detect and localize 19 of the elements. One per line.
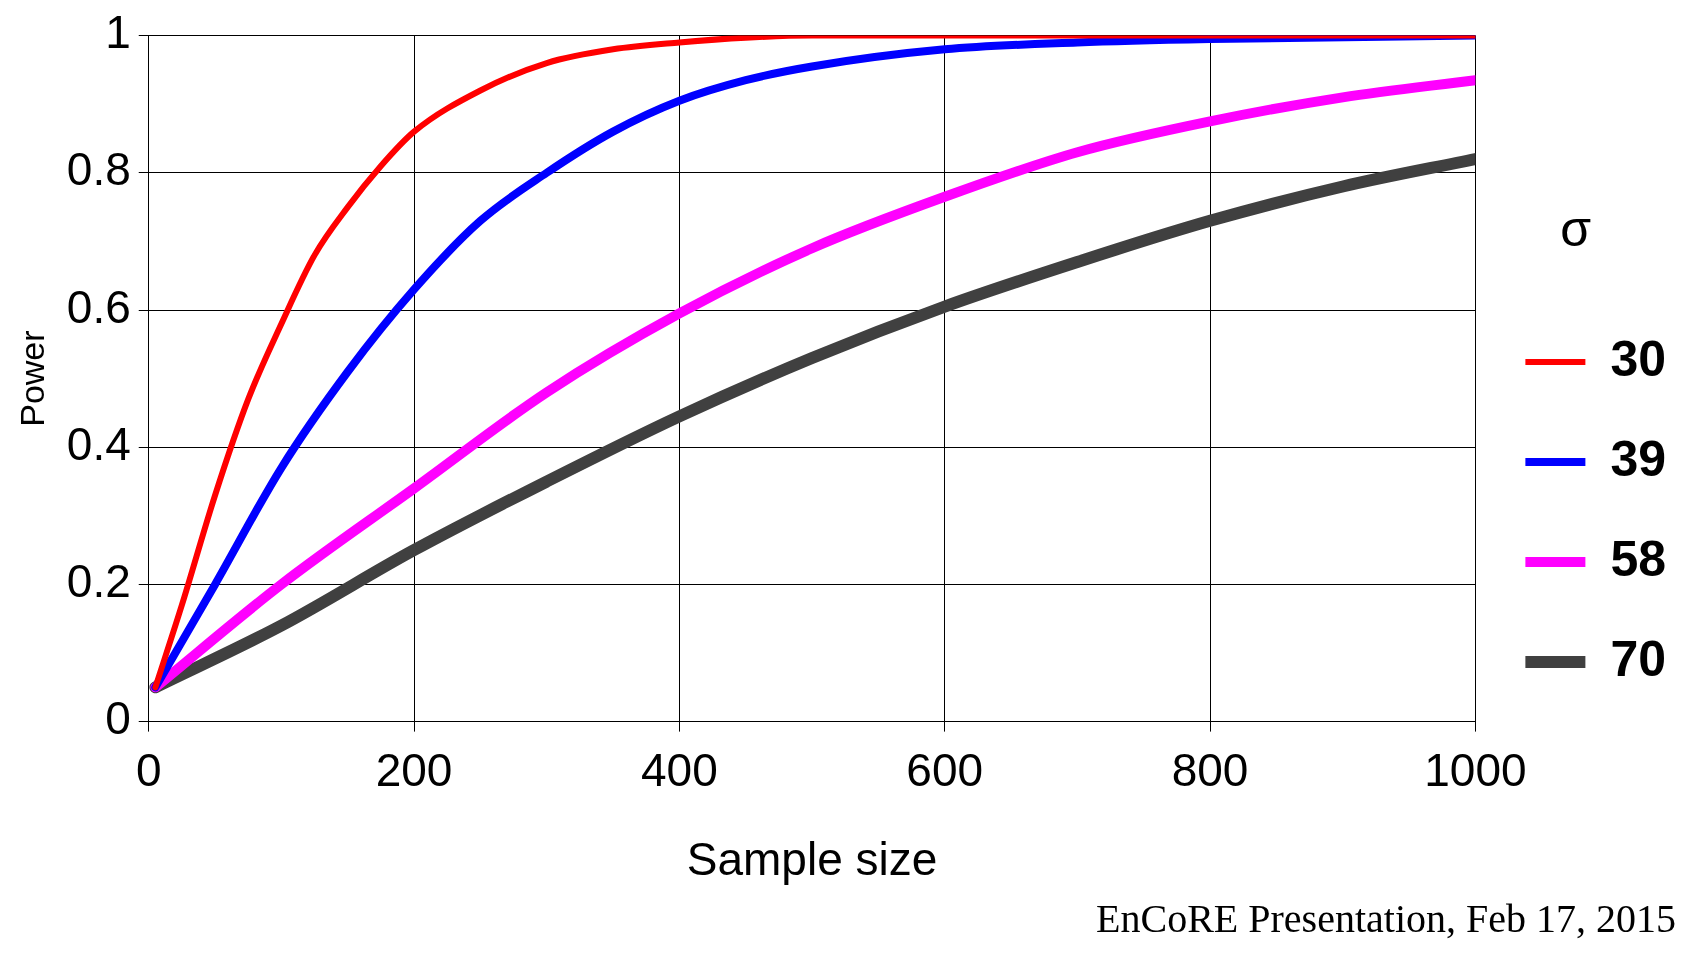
y-tick-label: 0.8 bbox=[66, 143, 131, 196]
x-tick-label: 1000 bbox=[1424, 743, 1527, 796]
legend-label: 70 bbox=[1610, 630, 1667, 687]
y-axis-title: Power bbox=[12, 330, 51, 427]
y-tick-label: 1 bbox=[105, 6, 131, 59]
legend-label: 39 bbox=[1610, 430, 1667, 487]
x-axis-title: Sample size bbox=[686, 833, 938, 886]
y-tick-label: 0.6 bbox=[66, 280, 131, 333]
y-tick-label: 0.4 bbox=[66, 417, 131, 470]
x-tick-label: 800 bbox=[1171, 743, 1249, 796]
legend-label: 58 bbox=[1610, 530, 1667, 587]
legend-title: σ bbox=[1560, 200, 1592, 257]
text: EnCoRE Presentation, Feb 17, 2015 bbox=[1096, 895, 1676, 942]
y-tick-label: 0 bbox=[105, 692, 131, 745]
x-tick-label: 400 bbox=[641, 743, 718, 796]
x-tick-label: 200 bbox=[375, 743, 453, 796]
y-tick-label: 0.2 bbox=[66, 555, 131, 608]
legend-label: 30 bbox=[1610, 330, 1667, 387]
x-tick-label: 600 bbox=[906, 743, 984, 796]
